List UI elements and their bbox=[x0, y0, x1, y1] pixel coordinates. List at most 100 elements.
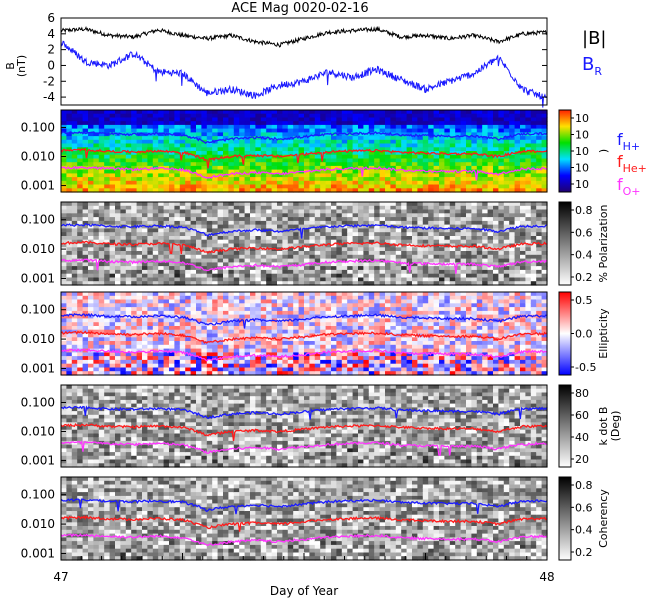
power-spectrum-cell bbox=[503, 154, 510, 159]
ellipticity-cell bbox=[88, 295, 94, 301]
polarization-cell bbox=[428, 209, 435, 214]
power-spectrum-cell bbox=[514, 158, 521, 163]
power-spectrum-cell bbox=[514, 173, 521, 178]
ellipticity-cell bbox=[201, 322, 208, 327]
polarization-cell bbox=[401, 258, 408, 263]
polarization-cell bbox=[109, 251, 116, 256]
power-spectrum-cell bbox=[374, 136, 381, 141]
ellipticity-cell bbox=[93, 333, 100, 338]
power-spectrum-cell bbox=[71, 110, 78, 115]
polarization-cell bbox=[439, 224, 445, 229]
power-spectrum-cell bbox=[233, 173, 240, 178]
ellipticity-cell bbox=[185, 363, 192, 369]
polarization-cell bbox=[104, 220, 111, 226]
polarization-cell bbox=[320, 254, 327, 260]
power-spectrum-cell bbox=[444, 124, 451, 130]
ellipticity-cell bbox=[190, 371, 197, 376]
polarization-cell bbox=[428, 258, 435, 263]
power-spectrum-cell bbox=[487, 180, 494, 186]
power-spectrum-cell bbox=[368, 154, 375, 159]
power-spectrum-cell bbox=[304, 173, 310, 178]
polarization-cell bbox=[433, 205, 440, 211]
ellipticity-cell bbox=[131, 326, 138, 331]
ellipticity-cell bbox=[228, 314, 235, 319]
ellipticity-cell bbox=[93, 292, 100, 297]
polarization-cell bbox=[395, 277, 402, 282]
power-spectrum-cell bbox=[422, 147, 429, 152]
power-spectrum-cell bbox=[395, 188, 402, 193]
ellipticity-cell bbox=[244, 322, 251, 327]
ellipticity-cell bbox=[104, 322, 111, 327]
power-spectrum-cell bbox=[412, 165, 418, 171]
ellipticity-cell bbox=[115, 341, 121, 346]
polarization-cell bbox=[309, 258, 316, 263]
polarization-cell bbox=[482, 220, 489, 226]
polarization-cell bbox=[250, 262, 256, 267]
power-spectrum-cell bbox=[530, 154, 537, 159]
polarization-cbar-tick-label: 0.4 bbox=[575, 249, 593, 262]
power-spectrum-cell bbox=[179, 121, 186, 126]
polarization-cell bbox=[476, 232, 483, 237]
polarization-cell bbox=[93, 266, 100, 271]
polarization-cell bbox=[233, 239, 240, 245]
power-spectrum-cell bbox=[331, 154, 337, 159]
ellipticity-cell bbox=[228, 352, 235, 357]
polarization-cell bbox=[320, 273, 327, 279]
polarization-cell bbox=[390, 266, 397, 271]
ellipticity-cell bbox=[169, 299, 175, 304]
power-spectrum-cell bbox=[250, 132, 256, 137]
polarization-cell bbox=[239, 205, 246, 211]
power-spectrum-cell bbox=[525, 121, 532, 126]
power-spectrum-cell bbox=[449, 177, 456, 182]
polarization-cell bbox=[476, 224, 483, 229]
polarization-cell bbox=[314, 266, 321, 271]
polarization-cell bbox=[347, 243, 354, 248]
power-spectrum-cell bbox=[466, 128, 472, 133]
power-spectrum-cell bbox=[374, 162, 381, 167]
ellipticity-cell bbox=[233, 344, 240, 350]
power-spectrum-cell bbox=[374, 113, 381, 118]
polarization-cell bbox=[179, 269, 186, 275]
power-spectrum-cell bbox=[179, 184, 186, 189]
power-spectrum-cell bbox=[109, 124, 116, 130]
ellipticity-cell bbox=[266, 344, 273, 350]
polarization-cell bbox=[82, 277, 89, 282]
polarization-cell bbox=[482, 266, 489, 271]
polarization-cell bbox=[471, 228, 478, 233]
polarization-cell bbox=[71, 277, 78, 282]
power-spectrum-cell bbox=[233, 165, 240, 171]
power-spectrum-cell bbox=[530, 124, 537, 130]
polarization-cell bbox=[395, 209, 402, 214]
polarization-cell bbox=[487, 213, 494, 218]
power-spectrum-cell bbox=[412, 177, 418, 182]
power-spectrum-cell bbox=[493, 184, 499, 189]
ellipticity-cell bbox=[104, 310, 111, 316]
power-spectrum-cell bbox=[255, 162, 262, 167]
polarization-cell bbox=[482, 247, 489, 252]
power-spectrum-cell bbox=[503, 110, 510, 115]
power-spectrum-cell bbox=[250, 117, 256, 122]
ellipticity-cell bbox=[217, 326, 224, 331]
polarization-cell bbox=[341, 269, 348, 275]
polarization-cell bbox=[66, 247, 73, 252]
polarization-cell bbox=[277, 254, 283, 260]
polarization-cell bbox=[374, 273, 381, 279]
power-spectrum-cell bbox=[406, 162, 413, 167]
polarization-cell bbox=[536, 239, 543, 245]
power-spectrum-cell bbox=[147, 173, 154, 178]
polarization-cell bbox=[223, 258, 229, 263]
power-spectrum-cell bbox=[66, 117, 73, 122]
polarization-cell bbox=[466, 254, 472, 260]
polarization-cell bbox=[417, 236, 424, 241]
polarization-cell bbox=[293, 258, 300, 263]
power-spectrum-cell bbox=[287, 110, 294, 115]
power-spectrum-cell bbox=[131, 173, 138, 178]
ellipticity-cell bbox=[244, 356, 251, 361]
power-spectrum-cell bbox=[336, 110, 343, 115]
ellipticity-cell bbox=[61, 344, 67, 350]
power-spectrum-cell bbox=[223, 162, 229, 167]
polarization-cell bbox=[206, 205, 213, 211]
power-spectrum-cell bbox=[406, 147, 413, 152]
power-spectrum-cell bbox=[206, 169, 213, 174]
power-spectrum-cell bbox=[136, 184, 143, 189]
